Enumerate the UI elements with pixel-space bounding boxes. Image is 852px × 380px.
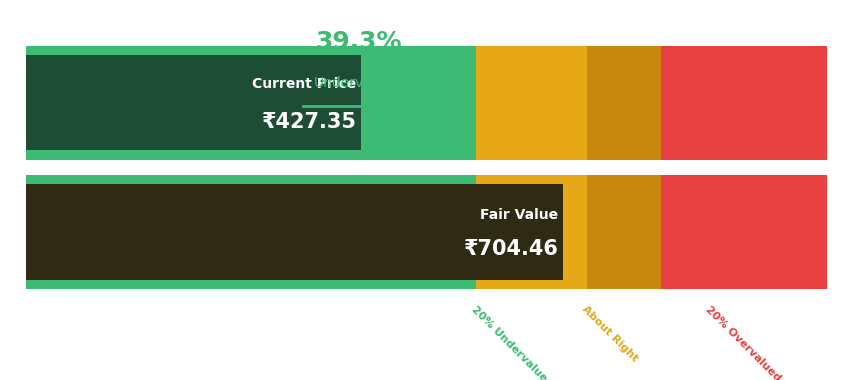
Text: About Right: About Right [579, 304, 639, 364]
Bar [475, 175, 586, 289]
Text: Fair Value: Fair Value [480, 208, 558, 222]
Bar [475, 46, 586, 160]
Bar [586, 175, 660, 289]
Text: Current Price: Current Price [252, 77, 356, 90]
Text: ₹427.35: ₹427.35 [262, 112, 356, 131]
Bar [26, 55, 360, 150]
Bar [660, 175, 826, 289]
Text: Undervalued: Undervalued [314, 76, 402, 90]
Bar [26, 175, 475, 289]
Text: 39.3%: 39.3% [314, 30, 401, 54]
Text: ₹704.46: ₹704.46 [463, 239, 558, 259]
Bar [26, 46, 475, 160]
Bar [586, 46, 660, 160]
Bar [26, 160, 826, 175]
Bar [26, 184, 562, 280]
Bar [660, 46, 826, 160]
Text: 20% Overvalued: 20% Overvalued [703, 304, 782, 380]
Text: 20% Undervalued: 20% Undervalued [469, 304, 553, 380]
